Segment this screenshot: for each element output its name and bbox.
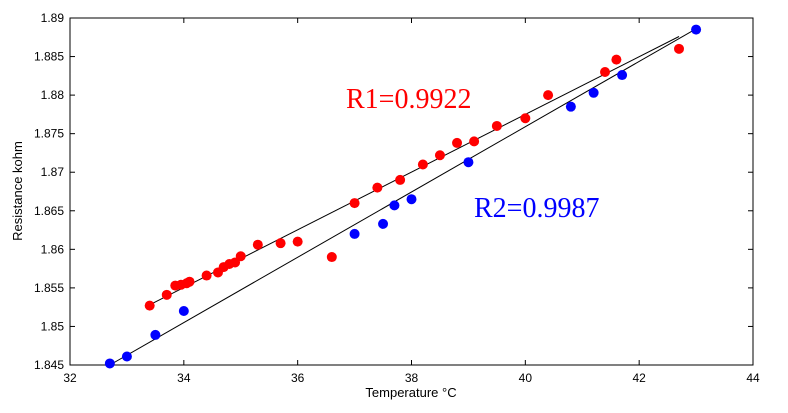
y-axis-ticks: 1.845 1.85 1.855 1.86 1.865 1.87 1.875 1.88 1.88…	[34, 11, 753, 372]
y-tick-label: 1.845	[34, 358, 64, 372]
x-tick-label: 44	[746, 371, 760, 385]
y-axis-label: Resistance kohm	[10, 141, 25, 241]
x-tick-label: 34	[177, 371, 191, 385]
data-point	[417, 159, 428, 170]
data-point	[161, 289, 172, 300]
data-point	[201, 270, 212, 281]
data-point	[326, 252, 337, 263]
data-point	[184, 276, 195, 287]
data-point	[150, 329, 161, 340]
data-point	[104, 358, 115, 369]
data-point	[469, 136, 480, 147]
annotation-r2: R2=0.9987	[474, 193, 599, 224]
annotation-r1: R1=0.9922	[346, 84, 471, 115]
data-point	[463, 157, 474, 168]
data-point	[491, 120, 502, 131]
data-point	[600, 66, 611, 77]
x-tick-label: 40	[519, 371, 533, 385]
data-point	[452, 137, 463, 148]
y-tick-label: 1.885	[34, 50, 64, 64]
x-tick-label: 36	[291, 371, 305, 385]
x-tick-label: 32	[63, 371, 77, 385]
data-point	[372, 182, 383, 193]
y-tick-label: 1.85	[41, 319, 65, 333]
data-point	[691, 24, 702, 35]
data-point	[617, 70, 628, 81]
data-point	[292, 236, 303, 247]
y-tick-label: 1.86	[41, 242, 65, 256]
data-point	[144, 300, 155, 311]
data-point	[611, 54, 622, 65]
fit-line	[109, 28, 697, 366]
data-point	[588, 87, 599, 98]
x-tick-label: 42	[632, 371, 646, 385]
data-points	[104, 24, 702, 369]
data-point	[349, 228, 360, 239]
data-point	[543, 90, 554, 101]
data-point	[389, 200, 400, 211]
y-tick-label: 1.87	[41, 165, 65, 179]
y-tick-label: 1.875	[34, 127, 64, 141]
data-point	[252, 239, 263, 250]
x-axis-label: Temperature °C	[365, 385, 456, 400]
y-tick-label: 1.855	[34, 281, 64, 295]
data-point	[275, 238, 286, 249]
data-point	[565, 101, 576, 112]
y-tick-label: 1.88	[41, 88, 65, 102]
data-point	[178, 306, 189, 317]
data-point	[674, 43, 685, 54]
data-point	[395, 174, 406, 185]
x-axis-ticks: 32 34 36 38 40 42 44	[63, 18, 760, 385]
data-point	[121, 351, 132, 362]
data-point	[235, 251, 246, 262]
data-point	[349, 198, 360, 209]
x-tick-label: 38	[405, 371, 419, 385]
y-tick-label: 1.89	[41, 11, 65, 25]
data-point	[406, 194, 417, 205]
data-point	[520, 113, 531, 124]
y-tick-label: 1.865	[34, 204, 64, 218]
data-point	[434, 150, 445, 161]
data-point	[378, 218, 389, 229]
